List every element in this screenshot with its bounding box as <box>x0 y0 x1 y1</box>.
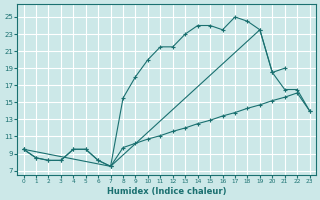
X-axis label: Humidex (Indice chaleur): Humidex (Indice chaleur) <box>107 187 226 196</box>
